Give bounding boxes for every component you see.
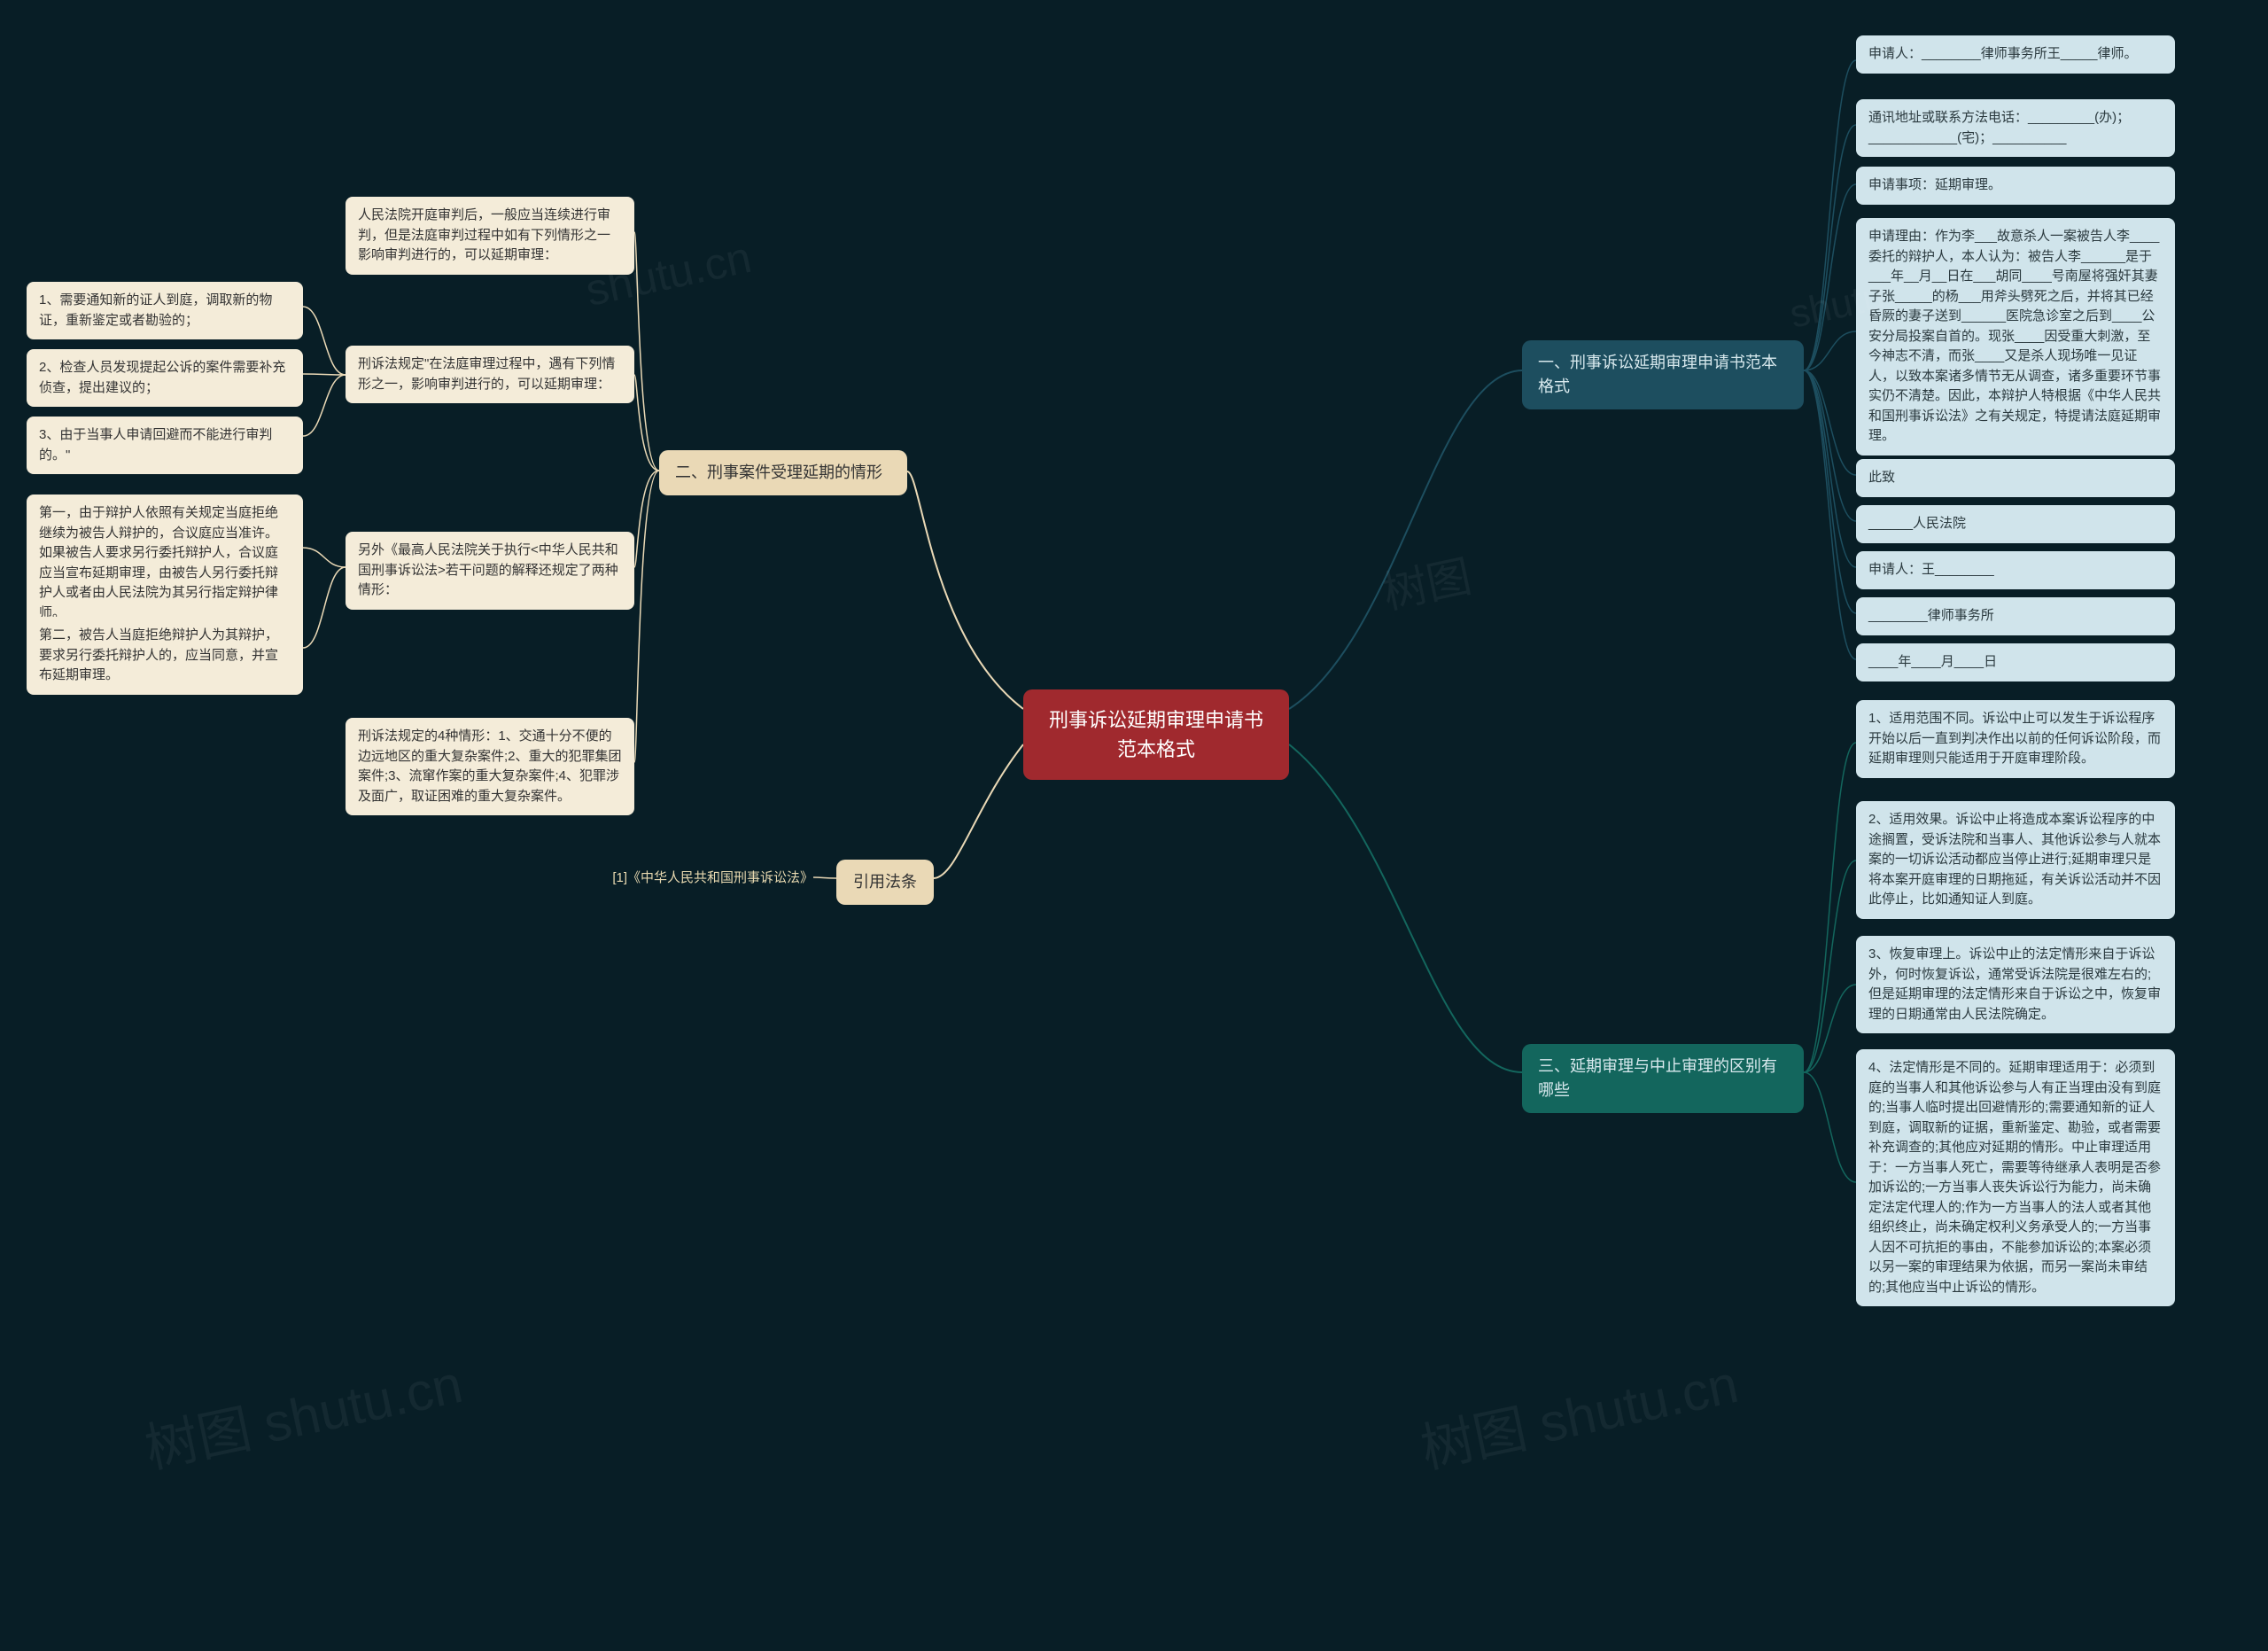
leaf-d-0: [1]《中华人民共和国刑事诉讼法》 <box>565 865 813 892</box>
leaf-b-1-0: 1、需要通知新的证人到庭，调取新的物证，重新鉴定或者勘验的； <box>27 282 303 339</box>
leaf-b-0: 人民法院开庭审判后，一般应当连续进行审判，但是法庭审判过程中如有下列情形之一影响… <box>346 197 634 275</box>
leaf-a-6: 申请人：王________ <box>1856 551 2175 589</box>
leaf-a-2: 申请事项：延期审理。 <box>1856 167 2175 205</box>
leaf-b-1-1: 2、检查人员发现提起公诉的案件需要补充侦查，提出建议的； <box>27 349 303 407</box>
leaf-b-2-0: 第一，由于辩护人依照有关规定当庭拒绝继续为被告人辩护的，合议庭应当准许。如果被告… <box>27 495 303 632</box>
watermark-3: 树图 <box>1377 541 1477 621</box>
root-line2: 范本格式 <box>1117 738 1195 760</box>
root-node: 刑事诉讼延期审理申请书 范本格式 <box>1023 689 1289 780</box>
leaf-b-1: 刑诉法规定"在法庭审理过程中，遇有下列情形之一，影响审判进行的，可以延期审理： <box>346 346 634 403</box>
leaf-a-7: ________律师事务所 <box>1856 597 2175 635</box>
branch-a: 一、刑事诉讼延期审理申请书范本 格式 <box>1522 340 1804 409</box>
leaf-a-8: ____年____月____日 <box>1856 643 2175 681</box>
leaf-b-2: 另外《最高人民法院关于执行<中华人民共和国刑事诉讼法>若干问题的解释还规定了两种… <box>346 532 634 610</box>
leaf-a-5: ______人民法院 <box>1856 505 2175 543</box>
leaf-c-3: 4、法定情形是不同的。延期审理适用于：必须到庭的当事人和其他诉讼参与人有正当理由… <box>1856 1049 2175 1306</box>
branch-b: 二、刑事案件受理延期的情形 <box>659 450 907 495</box>
leaf-c-1: 2、适用效果。诉讼中止将造成本案诉讼程序的中途搁置，受诉法院和当事人、其他诉讼参… <box>1856 801 2175 919</box>
root-line1: 刑事诉讼延期审理申请书 <box>1049 709 1263 731</box>
branch-c: 三、延期审理与中止审理的区别有 哪些 <box>1522 1044 1804 1113</box>
leaf-a-1: 通讯地址或联系方法电话：_________(办)；____________(宅)… <box>1856 99 2175 157</box>
leaf-c-2: 3、恢复审理上。诉讼中止的法定情形来自于诉讼外，何时恢复诉讼，通常受诉法院是很难… <box>1856 936 2175 1033</box>
leaf-a-0: 申请人：________律师事务所王_____律师。 <box>1856 35 2175 74</box>
watermark-0: 树图 shutu.cn <box>137 1341 469 1484</box>
leaf-c-0: 1、适用范围不同。诉讼中止可以发生于诉讼程序开始以后一直到判决作出以前的任何诉讼… <box>1856 700 2175 778</box>
leaf-a-3: 申请理由：作为李___故意杀人一案被告人李____委托的辩护人，本人认为：被告人… <box>1856 218 2175 456</box>
leaf-b-3: 刑诉法规定的4种情形：1、交通十分不便的边远地区的重大复杂案件;2、重大的犯罪集… <box>346 718 634 815</box>
leaf-a-4: 此致 <box>1856 459 2175 497</box>
branch-d: 引用法条 <box>836 860 934 905</box>
leaf-b-2-1: 第二，被告人当庭拒绝辩护人为其辩护，要求另行委托辩护人的，应当同意，并宣布延期审… <box>27 617 303 695</box>
leaf-b-1-2: 3、由于当事人申请回避而不能进行审判的。" <box>27 417 303 474</box>
watermark-1: 树图 shutu.cn <box>1413 1341 1744 1484</box>
